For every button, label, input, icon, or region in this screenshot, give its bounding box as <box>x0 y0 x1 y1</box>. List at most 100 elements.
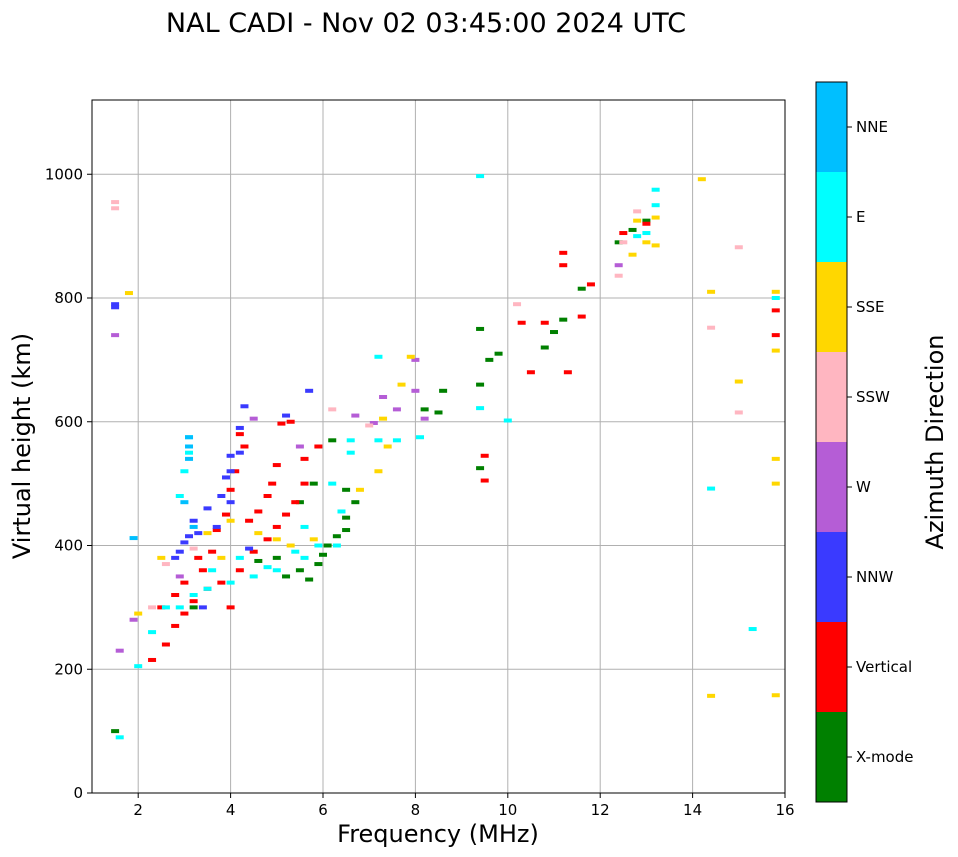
data-point <box>540 345 549 350</box>
data-point <box>559 263 568 268</box>
data-point <box>342 487 351 492</box>
data-point <box>291 549 300 554</box>
data-point <box>406 354 415 359</box>
data-point <box>226 487 235 492</box>
data-point <box>513 302 522 307</box>
data-point <box>707 693 716 698</box>
data-point <box>651 243 660 248</box>
data-point <box>226 518 235 523</box>
data-point <box>771 481 780 486</box>
data-point <box>189 518 198 523</box>
data-point <box>420 407 429 412</box>
data-point <box>305 577 314 582</box>
data-point <box>771 456 780 461</box>
series-ssw <box>111 200 743 610</box>
data-point <box>129 536 138 541</box>
data-point <box>111 333 120 338</box>
data-point <box>559 250 568 255</box>
data-point <box>282 413 291 418</box>
x-tick-label: 2 <box>133 801 143 819</box>
data-point <box>374 469 383 474</box>
data-point <box>254 558 263 563</box>
data-point <box>235 432 244 437</box>
data-point <box>476 326 485 331</box>
data-point <box>342 515 351 520</box>
data-point <box>346 450 355 455</box>
data-point <box>282 574 291 579</box>
data-point <box>115 735 124 740</box>
data-point <box>374 438 383 443</box>
data-point <box>272 555 281 560</box>
data-point <box>559 317 568 322</box>
x-tick-label: 12 <box>591 801 610 819</box>
data-point <box>771 333 780 338</box>
data-point <box>212 528 221 533</box>
data-point <box>319 552 327 557</box>
data-point <box>235 450 244 455</box>
data-point <box>203 506 212 511</box>
colorbar-segment-w <box>816 442 847 532</box>
x-axis-label: Frequency (MHz) <box>337 820 539 848</box>
data-point <box>263 494 272 498</box>
data-point <box>295 568 304 573</box>
data-point <box>185 450 194 455</box>
data-point <box>240 444 249 449</box>
data-point <box>651 187 660 192</box>
data-point <box>476 466 485 471</box>
data-point <box>619 240 628 245</box>
data-point <box>111 200 120 205</box>
data-point <box>295 444 304 449</box>
data-point <box>272 524 281 529</box>
data-point <box>208 549 217 554</box>
data-point <box>351 500 360 505</box>
data-point <box>226 453 235 458</box>
colorbar-tick-label: W <box>856 478 871 496</box>
data-point <box>185 435 194 440</box>
data-point <box>332 534 341 539</box>
data-point <box>111 206 120 211</box>
data-point <box>203 531 212 536</box>
data-point <box>328 481 337 486</box>
data-point <box>379 395 388 399</box>
data-point <box>180 500 189 505</box>
data-point <box>355 487 364 492</box>
data-point <box>586 282 595 287</box>
y-tick-label: 1000 <box>45 165 83 183</box>
data-point <box>734 410 743 415</box>
colorbar-segment-nnw <box>816 532 847 622</box>
data-point <box>697 177 706 182</box>
data-point <box>286 543 295 548</box>
data-point <box>171 623 180 628</box>
data-point <box>212 524 221 529</box>
data-point <box>476 382 485 387</box>
data-point <box>476 174 485 179</box>
x-tick-label: 14 <box>683 801 702 819</box>
data-point <box>614 263 623 268</box>
x-axis-ticks: 2 4 6 8 10 12 14 16 <box>133 793 795 819</box>
data-point <box>189 524 198 529</box>
data-point <box>337 509 346 514</box>
data-point <box>217 494 226 498</box>
data-point <box>161 605 170 610</box>
data-point <box>323 543 332 548</box>
data-point <box>194 531 203 536</box>
data-point <box>175 574 184 579</box>
colorbar-tick-label: NNW <box>856 568 893 586</box>
data-point <box>379 416 388 421</box>
data-point <box>180 611 189 616</box>
data-point <box>235 425 244 430</box>
data-point <box>175 549 184 554</box>
y-tick-label: 400 <box>54 537 83 555</box>
data-point <box>226 500 235 505</box>
data-point <box>221 475 230 480</box>
data-point <box>171 555 180 560</box>
data-point <box>240 404 249 409</box>
data-point <box>295 500 304 505</box>
data-point <box>157 605 166 610</box>
data-point <box>480 478 489 483</box>
colorbar-frame <box>815 81 848 803</box>
data-point <box>217 555 226 560</box>
data-point <box>434 410 443 415</box>
data-point <box>171 593 180 597</box>
